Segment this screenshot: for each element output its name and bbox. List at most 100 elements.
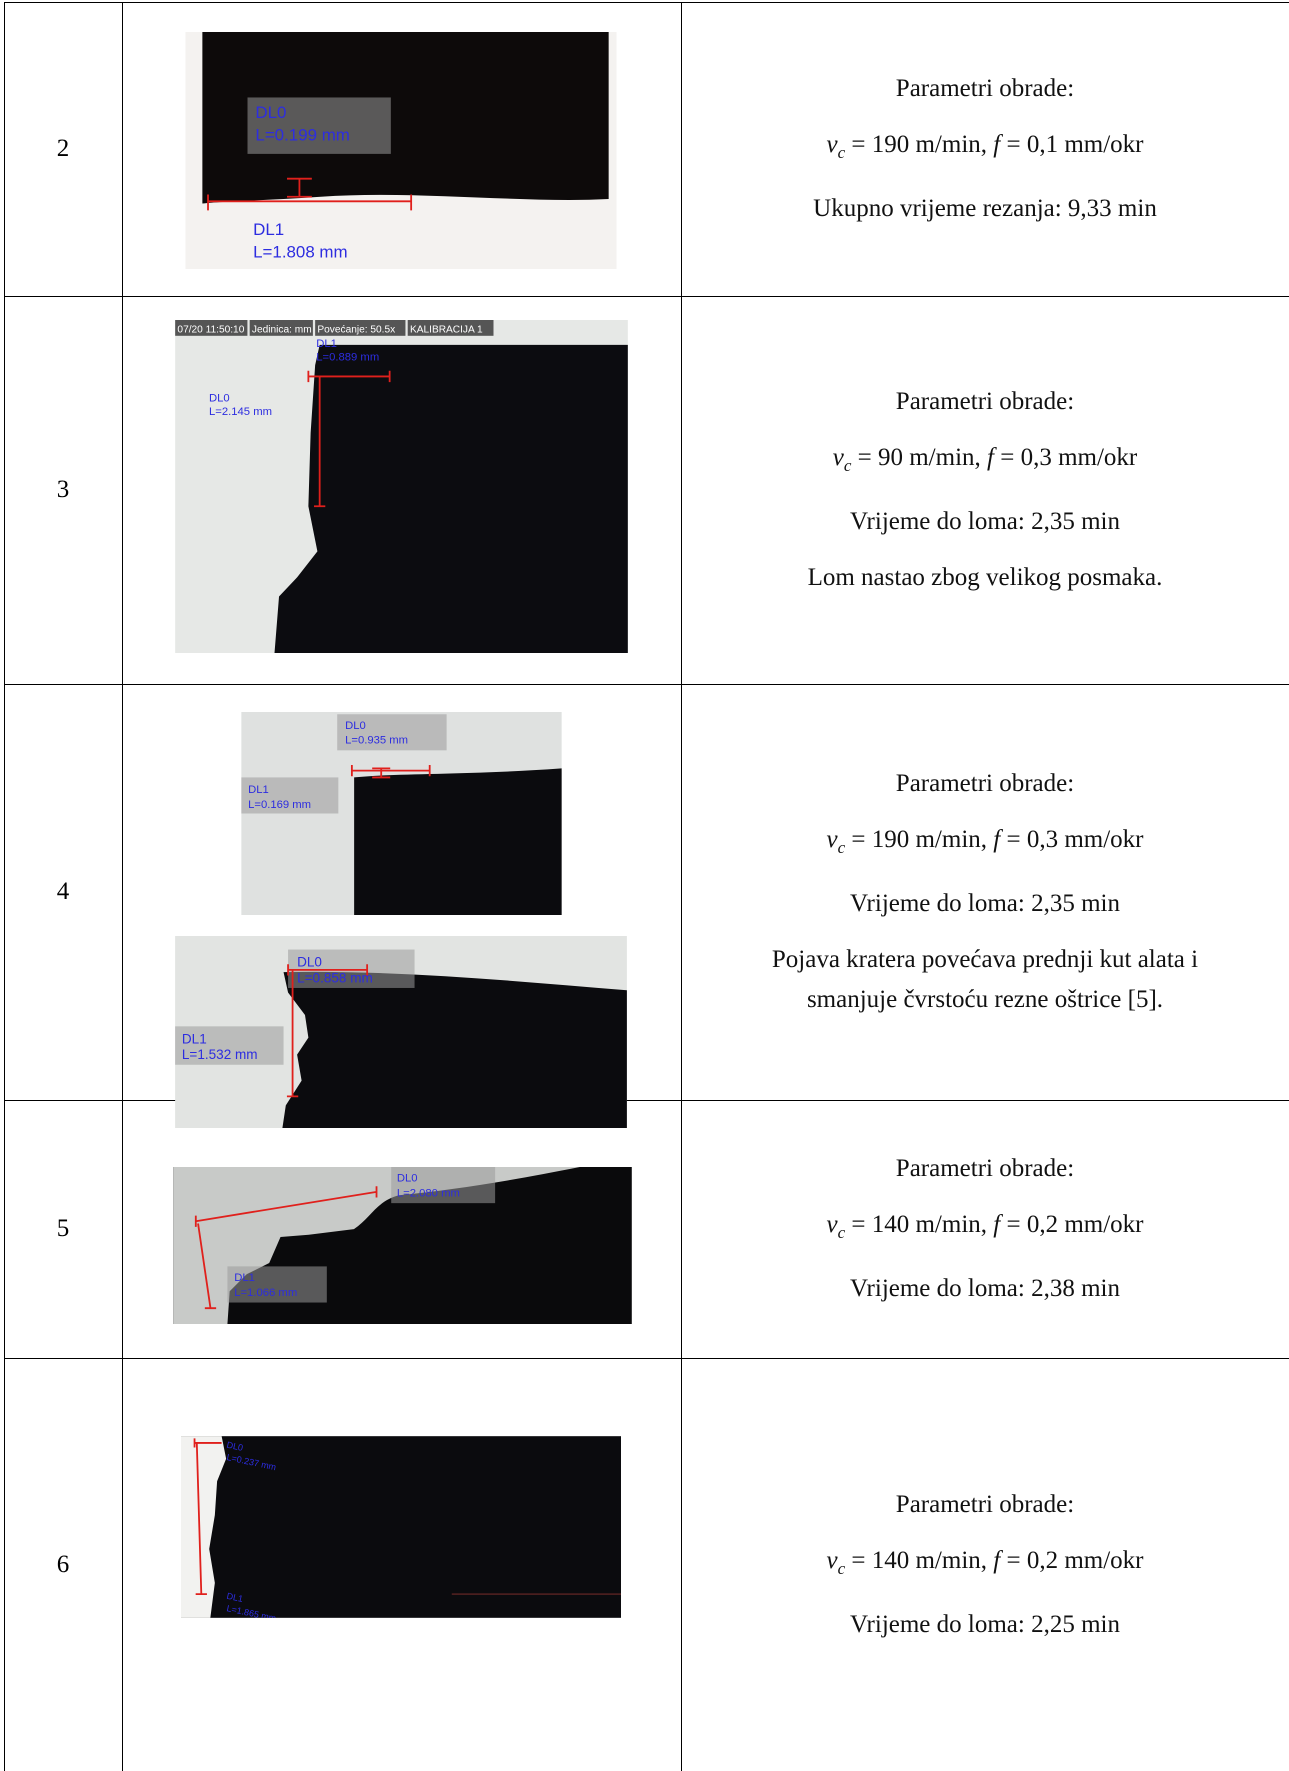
symbol: c bbox=[837, 838, 846, 857]
row-border bbox=[4, 296, 1289, 297]
label: DL1 bbox=[182, 1031, 207, 1046]
micrograph: DL0 L=0.858 mm DL1 L=1.532 mm bbox=[175, 936, 627, 1128]
label: L=0.935 mm bbox=[345, 735, 408, 747]
row-number: 2 bbox=[56, 135, 70, 162]
row-border bbox=[4, 684, 1289, 685]
symbol: f bbox=[993, 1211, 1001, 1238]
value: = 90 m/min, bbox=[851, 444, 988, 471]
label: L=0.889 mm bbox=[316, 352, 379, 364]
parameters: vc = 90 m/min, f = 0,3 mm/okr bbox=[833, 443, 1138, 481]
label-box bbox=[391, 1167, 496, 1204]
parameters: vc = 140 m/min, f = 0,2 mm/okr bbox=[826, 1210, 1143, 1248]
time: Vrijeme do loma: 2,35 min bbox=[850, 508, 1120, 535]
time: Vrijeme do loma: 2,35 min bbox=[850, 890, 1120, 917]
row-number: 4 bbox=[56, 878, 70, 905]
symbol: v bbox=[826, 826, 838, 853]
measure-line bbox=[193, 1438, 222, 1596]
parameters: vc = 140 m/min, f = 0,2 mm/okr bbox=[826, 1546, 1143, 1584]
label: DL0 bbox=[297, 954, 322, 969]
value: = 0,2 mm/okr bbox=[1000, 1211, 1144, 1238]
symbol: c bbox=[837, 1558, 846, 1578]
measure-line bbox=[350, 765, 431, 779]
symbol: v bbox=[826, 1546, 838, 1574]
subscript: c bbox=[838, 1559, 846, 1578]
label: L=0.858 mm bbox=[297, 970, 373, 985]
time: Ukupno vrijeme rezanja: 9,33 min bbox=[813, 195, 1157, 222]
overlay-text: KALIBRACIJA 1 bbox=[410, 324, 483, 335]
value: = 190 m/min, bbox=[845, 826, 994, 853]
measure-line bbox=[207, 177, 413, 211]
row-number: 3 bbox=[56, 476, 70, 503]
label: L=0.199 mm bbox=[255, 125, 349, 144]
value: = 140 m/min, bbox=[845, 1546, 994, 1574]
label: DL1 bbox=[226, 1591, 244, 1604]
symbol: f bbox=[993, 1546, 1001, 1574]
label-box bbox=[175, 1026, 284, 1065]
parameters: vc = 190 m/min, f = 0,1 mm/okr bbox=[826, 130, 1143, 168]
value: = 140 m/min, bbox=[845, 1211, 994, 1238]
tool-shape bbox=[354, 768, 562, 915]
label: DL1 bbox=[234, 1272, 255, 1284]
overlay-text: Jedinica: mm bbox=[252, 324, 312, 335]
symbol: c bbox=[837, 143, 846, 162]
note: Pojava kratera povećava prednji kut alat… bbox=[771, 946, 1199, 973]
overlay-box bbox=[175, 320, 248, 336]
label-box bbox=[227, 1266, 327, 1303]
symbol: f bbox=[993, 131, 1001, 158]
label: L=0.169 mm bbox=[248, 799, 311, 811]
micrograph: 07/20 11:50:10 Jedinica: mm Povećanje: 5… bbox=[175, 320, 628, 653]
label-box bbox=[288, 949, 415, 988]
label: DL1 bbox=[316, 338, 337, 350]
background bbox=[181, 1436, 621, 1618]
heading: Parametri obrade: bbox=[895, 75, 1075, 102]
cell-text: Parametri obrade: vc = 190 m/min, f = 0,3… bbox=[681, 684, 1289, 1100]
label: DL1 bbox=[248, 784, 269, 796]
cell-text: Parametri obrade: vc = 190 m/min, f = 0,1… bbox=[681, 2, 1289, 296]
label: DL0 bbox=[397, 1173, 418, 1185]
cell-text: Parametri obrade: vc = 140 m/min, f = 0,2… bbox=[681, 1100, 1289, 1358]
symbol: c bbox=[843, 456, 852, 475]
row-number: 5 bbox=[56, 1215, 70, 1242]
overlay-box bbox=[249, 320, 313, 336]
subscript: c bbox=[838, 143, 846, 162]
value: = 0,2 mm/okr bbox=[1000, 1546, 1144, 1574]
light-region bbox=[181, 1436, 227, 1618]
subscript: c bbox=[838, 838, 846, 857]
col-border bbox=[681, 2, 682, 1771]
row-border bbox=[4, 1100, 1289, 1101]
heading: Parametri obrade: bbox=[895, 1490, 1075, 1518]
overlay-box bbox=[315, 320, 406, 336]
tool-shape bbox=[282, 971, 627, 1128]
col-border bbox=[122, 2, 123, 1771]
row-border bbox=[4, 2, 1289, 3]
overlay-text: 07/20 11:50:10 bbox=[177, 324, 244, 335]
label: L=1.066 mm bbox=[234, 1287, 297, 1299]
overlay-text: Povećanje: 50.5x bbox=[317, 324, 395, 335]
value: = 190 m/min, bbox=[845, 131, 994, 158]
symbol: f bbox=[987, 444, 994, 471]
heading: Parametri obrade: bbox=[895, 770, 1075, 797]
col-border bbox=[4, 2, 5, 1771]
label: L=1.532 mm bbox=[182, 1047, 258, 1062]
heading: Parametri obrade: bbox=[895, 1155, 1075, 1182]
heading: Parametri obrade: bbox=[895, 388, 1075, 415]
value: = 0,3 mm/okr bbox=[993, 444, 1138, 471]
cell-text: Parametri obrade: vc = 140 m/min, f = 0,2… bbox=[681, 1358, 1289, 1771]
micrograph: DL0 L=0.199 mm DL1 L=1.808 mm bbox=[185, 32, 617, 269]
note: smanjuje čvrstoću rezne oštrice [5]. bbox=[806, 986, 1164, 1013]
symbol: v bbox=[826, 131, 838, 158]
time: Vrijeme do loma: 2,38 min bbox=[850, 1275, 1120, 1302]
label-box bbox=[241, 777, 339, 814]
subscript: c bbox=[838, 1223, 846, 1242]
value: = 0,1 mm/okr bbox=[1000, 131, 1144, 158]
label: L=2.080 mm bbox=[397, 1187, 460, 1199]
tool-shape bbox=[202, 32, 609, 204]
note: Lom nastao zbog velikog posmaka. bbox=[807, 564, 1163, 591]
micrograph: DL0 L=0.935 mm DL1 L=0.169 mm bbox=[241, 712, 562, 915]
symbol: v bbox=[832, 444, 844, 471]
row-border bbox=[4, 1358, 1289, 1359]
symbol: f bbox=[993, 826, 1001, 853]
label-box bbox=[247, 97, 391, 154]
label-box bbox=[337, 714, 447, 751]
